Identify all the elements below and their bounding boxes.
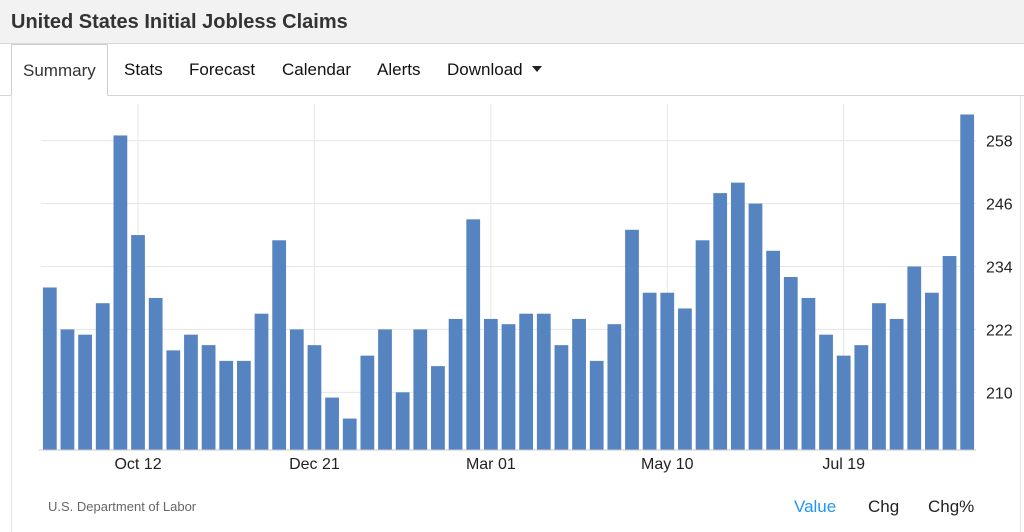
- bar: [219, 360, 234, 450]
- bar: [766, 250, 781, 450]
- bar: [272, 240, 287, 450]
- bar: [378, 329, 392, 450]
- source-label: U.S. Department of Labor: [48, 499, 197, 514]
- bar: [60, 329, 75, 450]
- bar: [448, 318, 463, 450]
- bar: [360, 355, 375, 450]
- bar: [95, 303, 110, 450]
- bar: [431, 366, 445, 450]
- bar: [625, 229, 639, 450]
- bar: [678, 308, 692, 450]
- bar: [572, 318, 586, 450]
- x-tick-label: Oct 12: [114, 456, 161, 473]
- bar: [184, 334, 198, 450]
- y-tick-label: 258: [986, 134, 1013, 151]
- bar-chart: 210 222 234 246 258 Oct 12 Dec 21 Mar 01 May 10 J…: [39, 104, 1013, 473]
- bar: [254, 313, 269, 450]
- chart-frame: 210 222 234 246 258 Oct 12 Dec 21 Mar 01 May 10 J…: [11, 96, 1021, 532]
- bar: [730, 182, 745, 450]
- bar: [836, 355, 851, 450]
- caret-down-icon: [531, 65, 542, 72]
- value-toggle[interactable]: Value: [794, 497, 837, 516]
- page-title: United States Initial Jobless Claims: [11, 11, 348, 33]
- bar: [713, 193, 728, 450]
- bar: [519, 313, 534, 450]
- bar: [113, 135, 128, 451]
- tab-stats[interactable]: Stats: [124, 60, 163, 79]
- bar: [148, 297, 163, 450]
- bar: [307, 345, 322, 450]
- chg-toggle[interactable]: Chg: [868, 497, 900, 516]
- x-tick-label: Mar 01: [466, 456, 516, 473]
- bar: [42, 287, 57, 450]
- bar: [78, 334, 92, 450]
- bar: [483, 318, 498, 450]
- bar: [325, 397, 339, 450]
- tab-bar: Summary Stats Forecast Calendar Alerts D…: [0, 44, 1024, 96]
- bar: [342, 418, 357, 450]
- y-tick-label: 246: [986, 197, 1013, 214]
- bar: [201, 345, 216, 450]
- bar: [501, 324, 516, 450]
- bar: [801, 297, 816, 450]
- bar: [289, 329, 304, 450]
- tab-forecast[interactable]: Forecast: [189, 60, 256, 79]
- bar: [642, 292, 657, 450]
- bar: [131, 235, 145, 450]
- y-tick-label: 222: [986, 322, 1013, 339]
- tab-download[interactable]: Download: [447, 44, 542, 96]
- bar: [748, 203, 763, 450]
- bar: [554, 345, 569, 450]
- bar: [925, 292, 939, 450]
- bar: [536, 313, 551, 450]
- bar: [395, 392, 410, 450]
- bar: [413, 329, 428, 450]
- tab-summary[interactable]: Summary: [11, 44, 108, 96]
- bar: [889, 318, 904, 450]
- bar: [660, 292, 675, 450]
- tab-alerts[interactable]: Alerts: [377, 60, 421, 79]
- tab-calendar[interactable]: Calendar: [282, 60, 351, 79]
- bar: [166, 350, 181, 450]
- title-bar: United States Initial Jobless Claims: [0, 0, 1024, 44]
- bar: [783, 277, 798, 450]
- bar: [907, 266, 922, 450]
- tab-download-label: Download: [447, 60, 523, 79]
- bar: [695, 240, 710, 450]
- x-tick-label: Dec 21: [289, 456, 340, 473]
- bar: [589, 360, 604, 450]
- bar: [607, 324, 622, 450]
- x-tick-label: Jul 19: [822, 456, 865, 473]
- chg-percent-toggle[interactable]: Chg%: [928, 497, 975, 516]
- bar: [942, 256, 957, 450]
- x-tick-label: May 10: [641, 456, 694, 473]
- bar: [466, 219, 481, 450]
- bar: [854, 345, 869, 450]
- y-tick-label: 234: [986, 260, 1013, 277]
- bar: [872, 303, 886, 450]
- bar: [960, 114, 975, 450]
- y-tick-label: 210: [986, 385, 1013, 402]
- bar: [236, 360, 251, 450]
- bar: [819, 334, 833, 450]
